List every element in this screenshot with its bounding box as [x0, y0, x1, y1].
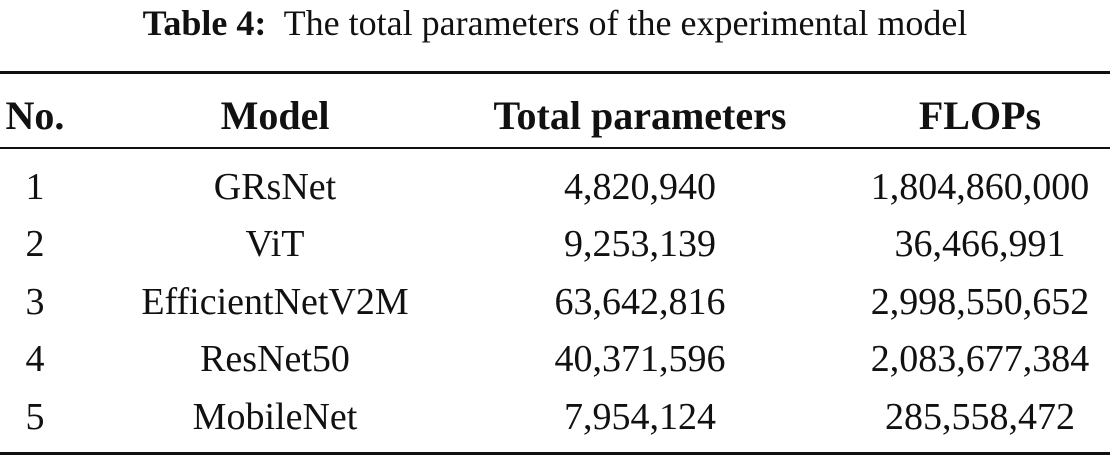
caption-label: Table 4:	[142, 3, 267, 43]
cell-flops: 2,998,550,652	[870, 281, 1090, 323]
cell-total-parameters: 4,820,940	[564, 166, 716, 208]
cell-total-parameters: 9,253,139	[564, 223, 716, 265]
cell-total-parameters: 63,642,816	[554, 281, 726, 323]
cell-no: 5	[25, 396, 45, 438]
cell-model: EfficientNetV2M	[141, 281, 409, 323]
table-row: 4 ResNet50 40,371,596 2,083,677,384	[0, 331, 1110, 387]
table-row: 2 ViT 9,253,139 36,466,991	[0, 216, 1110, 272]
cell-model: MobileNet	[192, 396, 358, 438]
header-total-parameters: Total parameters	[493, 92, 787, 138]
cell-model: ResNet50	[200, 338, 350, 380]
table-row: 5 MobileNet 7,954,124 285,558,472	[0, 389, 1110, 445]
cell-flops: 285,558,472	[885, 396, 1075, 438]
table-row: 3 EfficientNetV2M 63,642,816 2,998,550,6…	[0, 274, 1110, 330]
cell-model: ViT	[245, 223, 305, 265]
cell-no: 1	[25, 166, 45, 208]
cell-flops: 2,083,677,384	[870, 338, 1090, 380]
header-flops: FLOPs	[918, 92, 1042, 138]
cell-model: GRsNet	[213, 166, 337, 208]
table-header-row: No. Model Total parameters FLOPs	[0, 87, 1110, 143]
cell-total-parameters: 7,954,124	[564, 396, 716, 438]
caption-text: The total parameters of the experimental…	[283, 3, 968, 43]
cell-no: 3	[25, 281, 45, 323]
table-top-rule	[0, 71, 1110, 74]
cell-no: 4	[25, 338, 45, 380]
header-no: No.	[5, 92, 65, 138]
table-caption: Table 4: The total parameters of the exp…	[0, 0, 1110, 46]
cell-no: 2	[25, 223, 45, 265]
cell-flops: 36,466,991	[894, 223, 1066, 265]
table-header-rule	[0, 147, 1110, 149]
cell-flops: 1,804,860,000	[870, 166, 1090, 208]
table-bottom-rule	[0, 452, 1110, 455]
table-row: 1 GRsNet 4,820,940 1,804,860,000	[0, 159, 1110, 215]
cell-total-parameters: 40,371,596	[554, 338, 726, 380]
header-model: Model	[220, 92, 330, 138]
